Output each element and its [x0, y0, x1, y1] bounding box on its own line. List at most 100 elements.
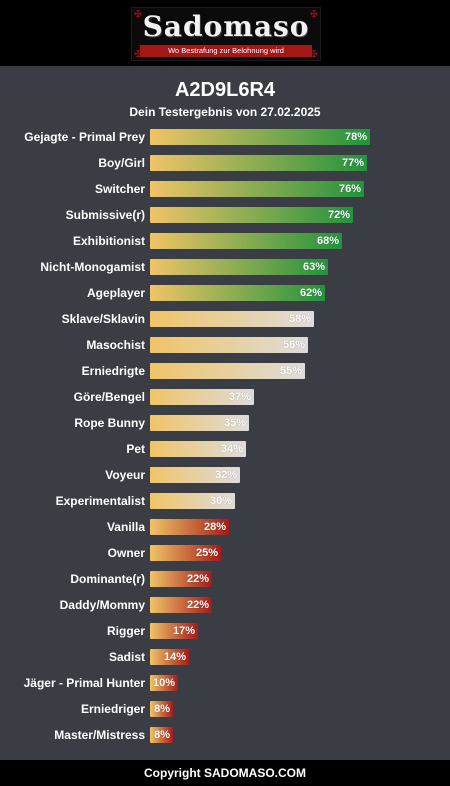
- chart-row: Daddy/Mommy 22%: [0, 596, 450, 614]
- chart-row: Exhibitionist 68%: [0, 232, 450, 250]
- bar: 10%: [150, 675, 178, 691]
- corner-ornament-icon: ✠: [134, 9, 142, 19]
- site-logo[interactable]: ✠ ✠ ✠ ✠ Sadomaso Wo Bestrafung zur Beloh…: [131, 7, 321, 61]
- bar-value-label: 63%: [302, 261, 325, 273]
- bar-category-label: Pet: [126, 442, 145, 456]
- bar-category-label: Rigger: [106, 624, 145, 638]
- bar-value-label: 72%: [327, 209, 350, 221]
- bar-category-label: Sklave/Sklavin: [61, 312, 145, 326]
- bar-value-label: 32%: [214, 469, 237, 481]
- bar: 8%: [150, 727, 173, 743]
- chart-row: Göre/Bengel 37%: [0, 388, 450, 406]
- bar: 68%: [150, 233, 342, 249]
- bar: 63%: [150, 259, 328, 275]
- chart-row: Gejagte - Primal Prey 78%: [0, 128, 450, 146]
- chart-row: Rope Bunny 35%: [0, 414, 450, 432]
- chart-row: Boy/Girl 77%: [0, 154, 450, 172]
- page-subtitle: Dein Testergebnis von 27.02.2025: [129, 105, 321, 119]
- bar-value-label: 76%: [338, 183, 361, 195]
- chart-row: Submissive(r) 72%: [0, 206, 450, 224]
- chart-row: Pet 34%: [0, 440, 450, 458]
- bar-category-label: Owner: [107, 546, 145, 560]
- bar: 78%: [150, 129, 370, 145]
- chart-row: Masochist 56%: [0, 336, 450, 354]
- chart-row: Ageplayer 62%: [0, 284, 450, 302]
- bar: 14%: [150, 649, 189, 665]
- bar-category-label: Boy/Girl: [98, 156, 145, 170]
- bar-value-label: 78%: [344, 131, 367, 143]
- header: ✠ ✠ ✠ ✠ Sadomaso Wo Bestrafung zur Beloh…: [0, 0, 450, 66]
- bar: 72%: [150, 207, 353, 223]
- chart-row: Vanilla 28%: [0, 518, 450, 536]
- chart-row: Master/Mistress 8%: [0, 726, 450, 744]
- bar-value-label: 37%: [228, 391, 251, 403]
- bar-category-label: Switcher: [94, 182, 145, 196]
- bar-value-label: 55%: [279, 365, 302, 377]
- bar-category-label: Erniedriger: [80, 702, 145, 716]
- chart-row: Switcher 76%: [0, 180, 450, 198]
- bar-category-label: Ageplayer: [86, 286, 145, 300]
- bar-value-label: 68%: [316, 235, 339, 247]
- bar-category-label: Nicht-Monogamist: [40, 260, 145, 274]
- bar: 58%: [150, 311, 314, 327]
- bar-category-label: Sadist: [108, 650, 145, 664]
- bar: 28%: [150, 519, 229, 535]
- bar-value-label: 17%: [172, 625, 195, 637]
- chart-row: Experimentalist 30%: [0, 492, 450, 510]
- bar: 77%: [150, 155, 367, 171]
- chart-row: Erniedriger 8%: [0, 700, 450, 718]
- bar: 62%: [150, 285, 325, 301]
- bar: 56%: [150, 337, 308, 353]
- bar-category-label: Vanilla: [106, 520, 145, 534]
- chart-row: Voyeur 32%: [0, 466, 450, 484]
- chart-row: Sklave/Sklavin 58%: [0, 310, 450, 328]
- bar: 76%: [150, 181, 364, 197]
- chart-row: Jäger - Primal Hunter 10%: [0, 674, 450, 692]
- bar-value-label: 30%: [209, 495, 232, 507]
- logo-tagline: Wo Bestrafung zur Belohnung wird: [140, 45, 312, 57]
- bar-category-label: Exhibitionist: [73, 234, 145, 248]
- bar-value-label: 22%: [186, 599, 209, 611]
- bar-value-label: 8%: [154, 703, 170, 715]
- bar-value-label: 34%: [220, 443, 243, 455]
- bar: 22%: [150, 571, 212, 587]
- bar: 35%: [150, 415, 249, 431]
- corner-ornament-icon: ✠: [310, 49, 318, 59]
- bar-category-label: Gejagte - Primal Prey: [24, 130, 145, 144]
- bar: 37%: [150, 389, 254, 405]
- chart-row: Erniedrigte 55%: [0, 362, 450, 380]
- bar-value-label: 14%: [163, 651, 186, 663]
- bar-category-label: Masochist: [86, 338, 145, 352]
- bar: 22%: [150, 597, 212, 613]
- bar-value-label: 58%: [288, 313, 311, 325]
- chart-row: Owner 25%: [0, 544, 450, 562]
- bar-category-label: Göre/Bengel: [73, 390, 145, 404]
- bar-category-label: Erniedrigte: [81, 364, 145, 378]
- corner-ornament-icon: ✠: [310, 9, 318, 19]
- bar-value-label: 10%: [152, 677, 175, 689]
- bar: 17%: [150, 623, 198, 639]
- bar-value-label: 8%: [154, 729, 170, 741]
- bar-category-label: Jäger - Primal Hunter: [23, 676, 145, 690]
- chart-row: Nicht-Monogamist 63%: [0, 258, 450, 276]
- bar: 32%: [150, 467, 240, 483]
- footer-copyright: Copyright SADOMASO.COM: [0, 760, 450, 786]
- corner-ornament-icon: ✠: [134, 49, 142, 59]
- bar-value-label: 35%: [223, 417, 246, 429]
- chart-row: Rigger 17%: [0, 622, 450, 640]
- bar: 8%: [150, 701, 173, 717]
- bar: 30%: [150, 493, 235, 509]
- bar-category-label: Voyeur: [105, 468, 145, 482]
- bar: 25%: [150, 545, 221, 561]
- bar-value-label: 77%: [341, 157, 364, 169]
- page-title: A2D9L6R4: [174, 79, 276, 101]
- chart-row: Dominante(r) 22%: [0, 570, 450, 588]
- bar-value-label: 22%: [186, 573, 209, 585]
- bar-value-label: 62%: [299, 287, 322, 299]
- bar: 34%: [150, 441, 246, 457]
- bar-value-label: 25%: [195, 547, 218, 559]
- bar-category-label: Rope Bunny: [74, 416, 145, 430]
- bar-category-label: Submissive(r): [65, 208, 145, 222]
- bar-category-label: Experimentalist: [55, 494, 145, 508]
- bar-category-label: Dominante(r): [70, 572, 145, 586]
